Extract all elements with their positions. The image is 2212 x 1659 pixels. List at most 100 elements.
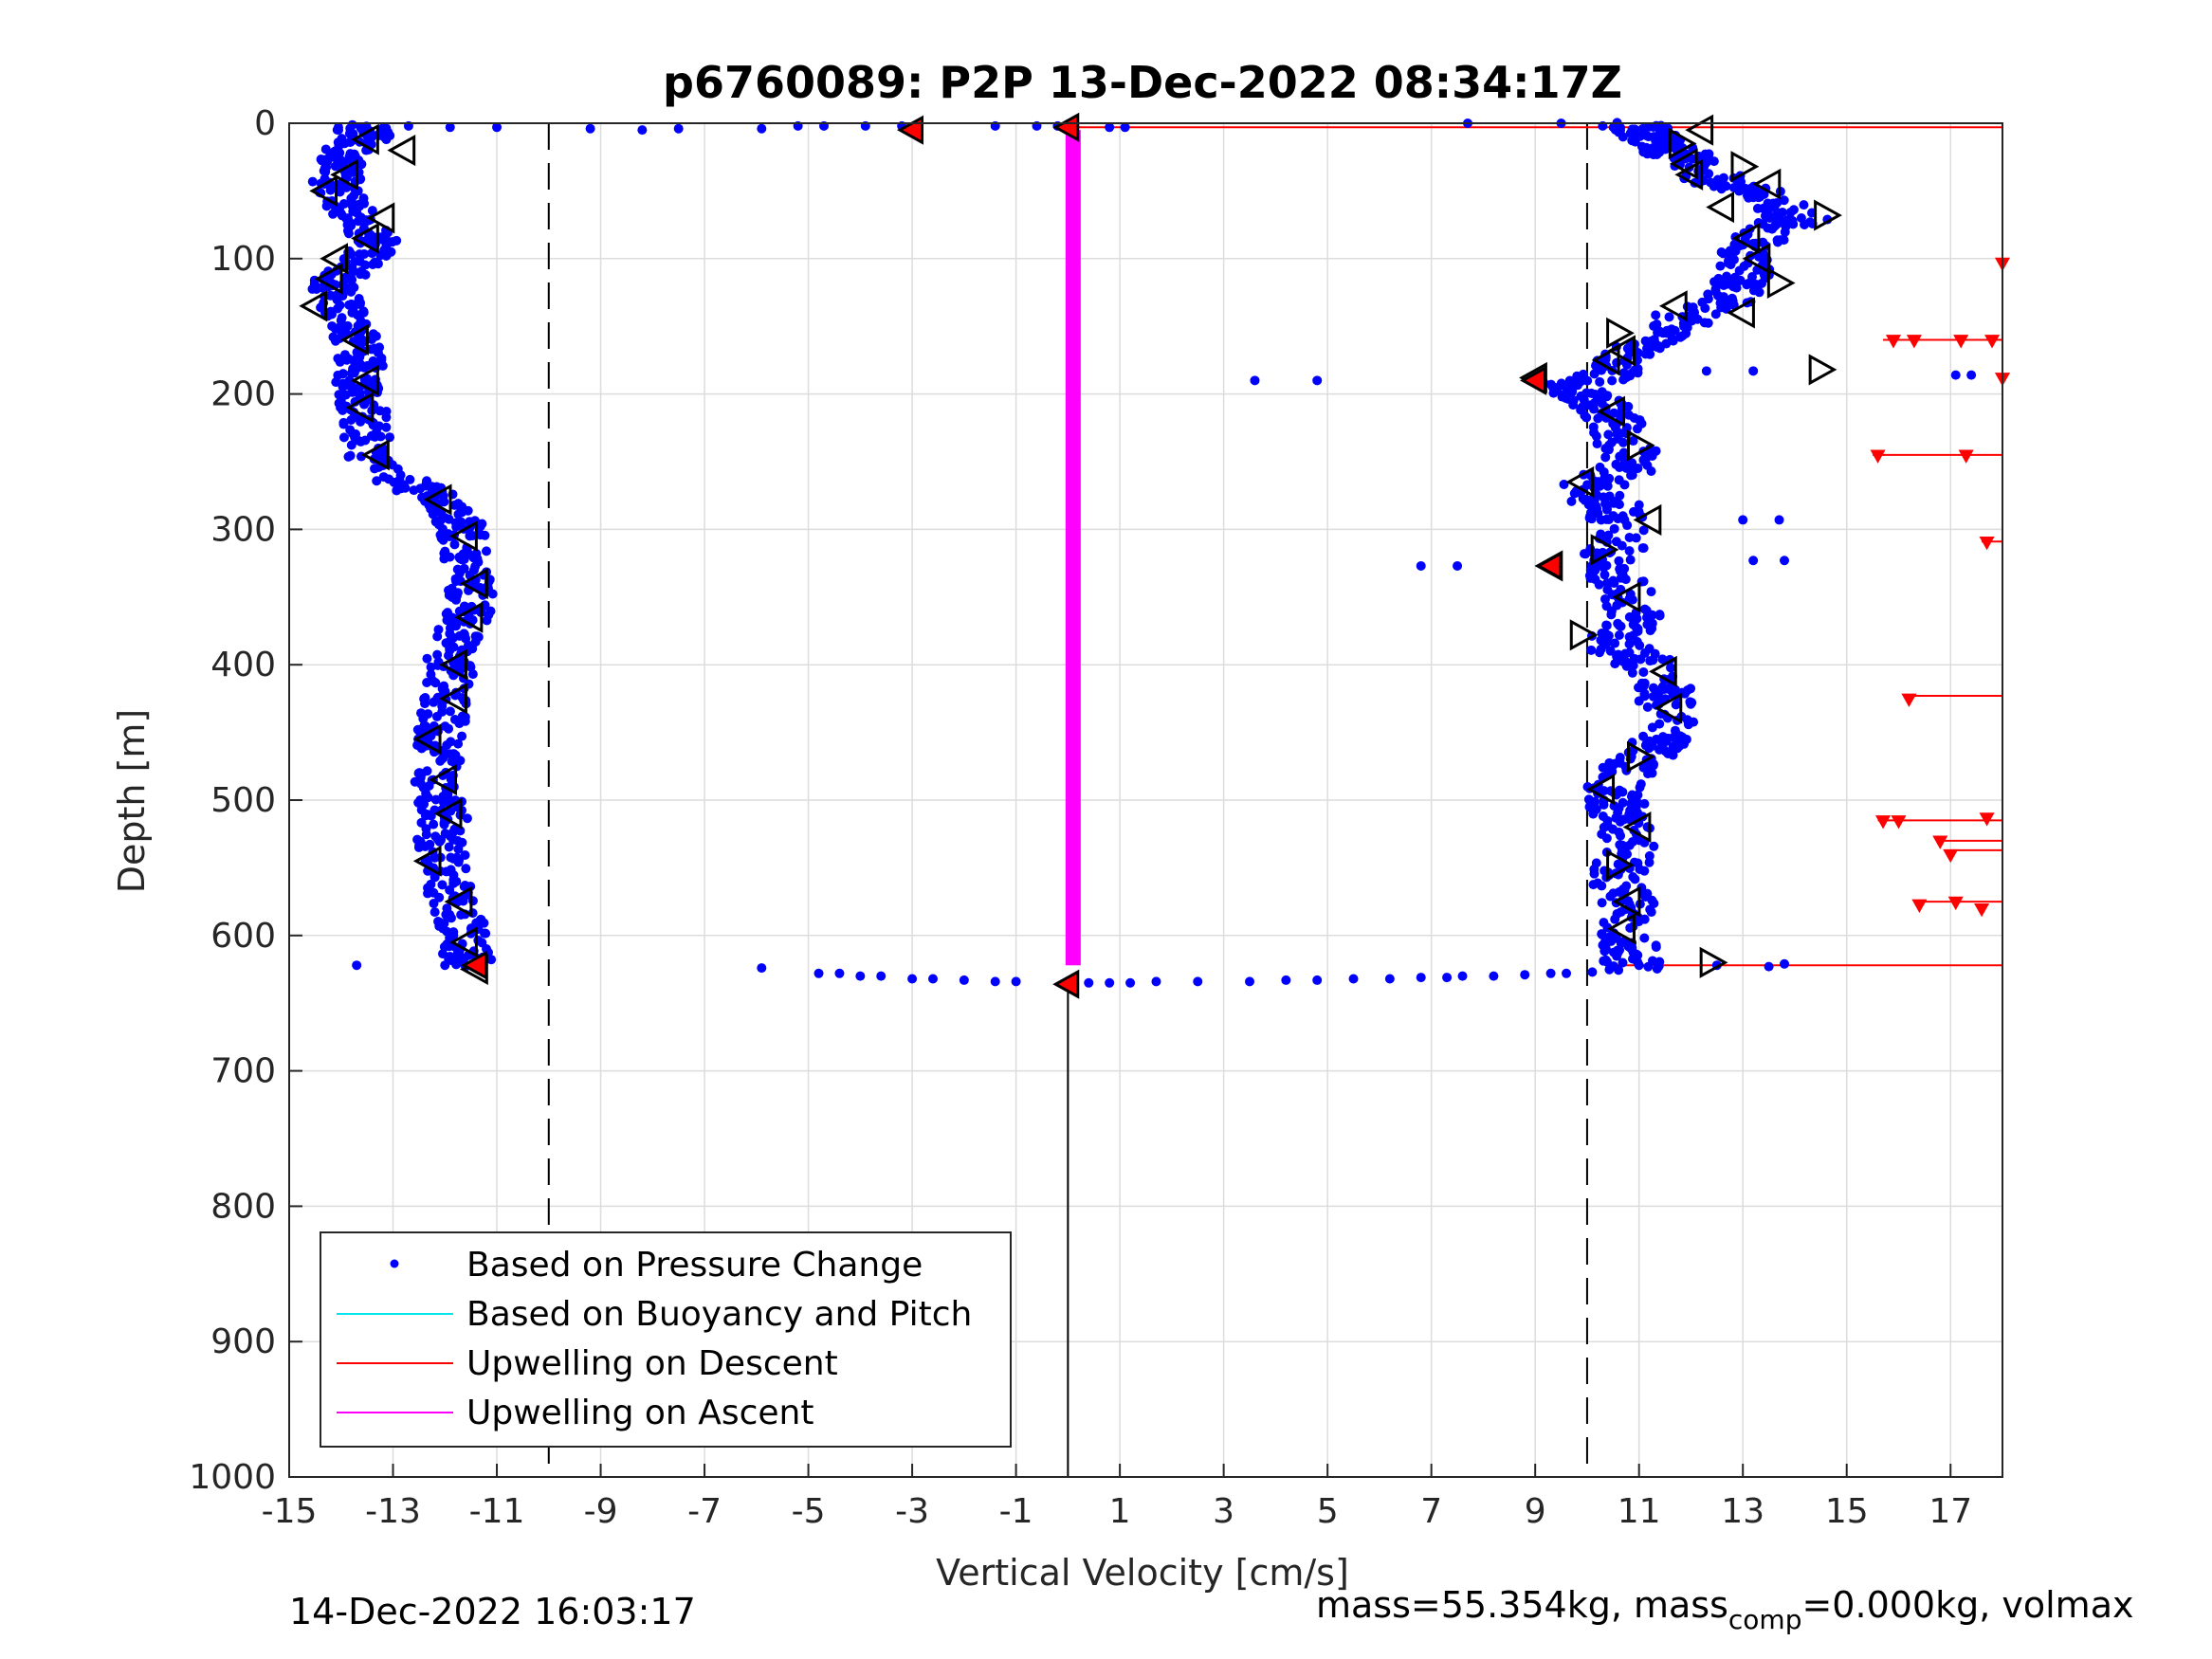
pressure-change-point — [814, 968, 824, 978]
x-tick-label: 17 — [1929, 1492, 1972, 1531]
pressure-change-point — [1654, 142, 1665, 153]
pressure-change-point — [1701, 366, 1711, 376]
descent-upwelling-marker — [1885, 335, 1902, 349]
pressure-change-point — [1616, 621, 1626, 631]
ascent-triangle-marker — [1731, 222, 1761, 254]
pressure-change-point — [1769, 201, 1780, 211]
pressure-change-point — [1648, 683, 1658, 693]
pressure-change-point — [1631, 464, 1641, 474]
descent-triangle-marker — [439, 648, 467, 681]
pressure-change-point — [1686, 699, 1696, 709]
pressure-change-point — [1722, 271, 1732, 282]
pressure-change-point — [380, 232, 391, 243]
pressure-change-point — [959, 975, 969, 985]
pressure-change-point — [417, 796, 428, 807]
pressure-change-point — [1638, 576, 1649, 587]
x-tick-label: -7 — [687, 1492, 722, 1531]
pressure-change-point — [1646, 466, 1656, 477]
descent-triangle-marker — [460, 567, 488, 600]
pressure-change-point — [1120, 122, 1130, 133]
pressure-change-point — [1281, 975, 1291, 985]
descent-upwelling-marker — [1901, 693, 1917, 707]
pressure-change-point — [1618, 656, 1628, 666]
pressure-change-point — [1780, 556, 1790, 566]
pressure-change-point — [352, 960, 362, 971]
pressure-change-point — [1780, 227, 1790, 237]
pressure-change-point — [307, 176, 318, 187]
pressure-change-point — [445, 623, 455, 633]
ascent-triangle-marker — [1766, 266, 1796, 300]
descent-triangle-marker — [351, 123, 379, 155]
pressure-change-point — [343, 228, 354, 239]
pressure-change-point — [1588, 809, 1599, 819]
pressure-change-point — [346, 249, 356, 260]
pressure-change-point — [430, 872, 440, 883]
pressure-change-point — [370, 257, 380, 267]
pressure-change-point — [381, 422, 392, 432]
pressure-change-point — [1193, 976, 1203, 987]
ascent-triangle-marker — [1591, 344, 1620, 376]
pressure-change-point — [1654, 611, 1665, 621]
pressure-change-point — [1729, 272, 1740, 283]
pressure-change-point — [1734, 265, 1745, 276]
pressure-change-point — [1011, 976, 1021, 987]
pressure-change-point — [1592, 439, 1602, 449]
pressure-change-point — [1582, 480, 1593, 490]
y-tick-label: 200 — [210, 375, 276, 414]
pressure-change-point — [1685, 311, 1695, 321]
pressure-change-point — [1250, 375, 1260, 386]
pressure-change-point — [429, 819, 439, 830]
pressure-change-point — [377, 360, 388, 371]
footer-timestamp: 14-Dec-2022 16:03:17 — [289, 1591, 696, 1632]
pressure-change-point — [1627, 136, 1637, 146]
pressure-change-point — [359, 248, 370, 259]
x-tick-label: 9 — [1525, 1492, 1546, 1531]
pressure-change-point — [448, 834, 459, 845]
pressure-change-point — [378, 472, 389, 483]
x-tick-label: 15 — [1825, 1492, 1869, 1531]
pressure-change-point — [392, 235, 402, 246]
pressure-change-point — [1754, 287, 1764, 298]
pressure-change-point — [492, 122, 503, 133]
pressure-change-point — [1634, 500, 1644, 510]
pressure-change-point — [1589, 549, 1600, 559]
pressure-change-point — [444, 842, 454, 852]
pressure-change-point — [1780, 958, 1790, 969]
x-tick-label: -9 — [584, 1492, 618, 1531]
pressure-change-point — [1716, 246, 1727, 257]
pressure-change-point — [1105, 122, 1115, 133]
ascent-triangle-marker — [1626, 429, 1655, 462]
pressure-change-point — [356, 212, 366, 223]
pressure-change-point — [1654, 719, 1665, 729]
pressure-change-point — [434, 892, 445, 902]
pressure-change-point — [1416, 973, 1426, 983]
pressure-change-point — [1596, 529, 1606, 539]
ascent-triangle-marker — [1668, 127, 1697, 159]
pressure-change-point — [1671, 700, 1681, 710]
footer-mass-text-1: mass=55.354kg, mass — [1316, 1584, 1728, 1626]
pressure-change-point — [1625, 555, 1636, 565]
y-tick-label: 100 — [210, 240, 276, 279]
pressure-change-point — [374, 421, 384, 431]
pressure-change-point — [473, 918, 484, 928]
pressure-change-point — [1713, 273, 1724, 283]
pressure-change-point — [1619, 515, 1630, 525]
pressure-change-point — [1312, 975, 1323, 985]
pressure-change-point — [1638, 666, 1649, 677]
pressure-change-point — [1608, 961, 1618, 972]
pressure-change-point — [330, 291, 340, 301]
pressure-change-point — [422, 766, 432, 776]
pressure-change-point — [1597, 881, 1607, 891]
descent-upwelling-marker — [1911, 899, 1928, 913]
pressure-change-point — [1105, 977, 1115, 988]
pressure-change-point — [1758, 237, 1768, 247]
pressure-change-point — [457, 501, 467, 512]
pressure-change-point — [1652, 342, 1662, 353]
pressure-change-point — [876, 971, 887, 981]
pressure-change-point — [480, 530, 490, 540]
pressure-change-point — [358, 193, 369, 204]
pressure-change-point — [1545, 968, 1556, 978]
pressure-change-point — [445, 122, 455, 133]
descent-upwelling-marker — [1958, 449, 1974, 464]
pressure-change-point — [1599, 479, 1609, 489]
